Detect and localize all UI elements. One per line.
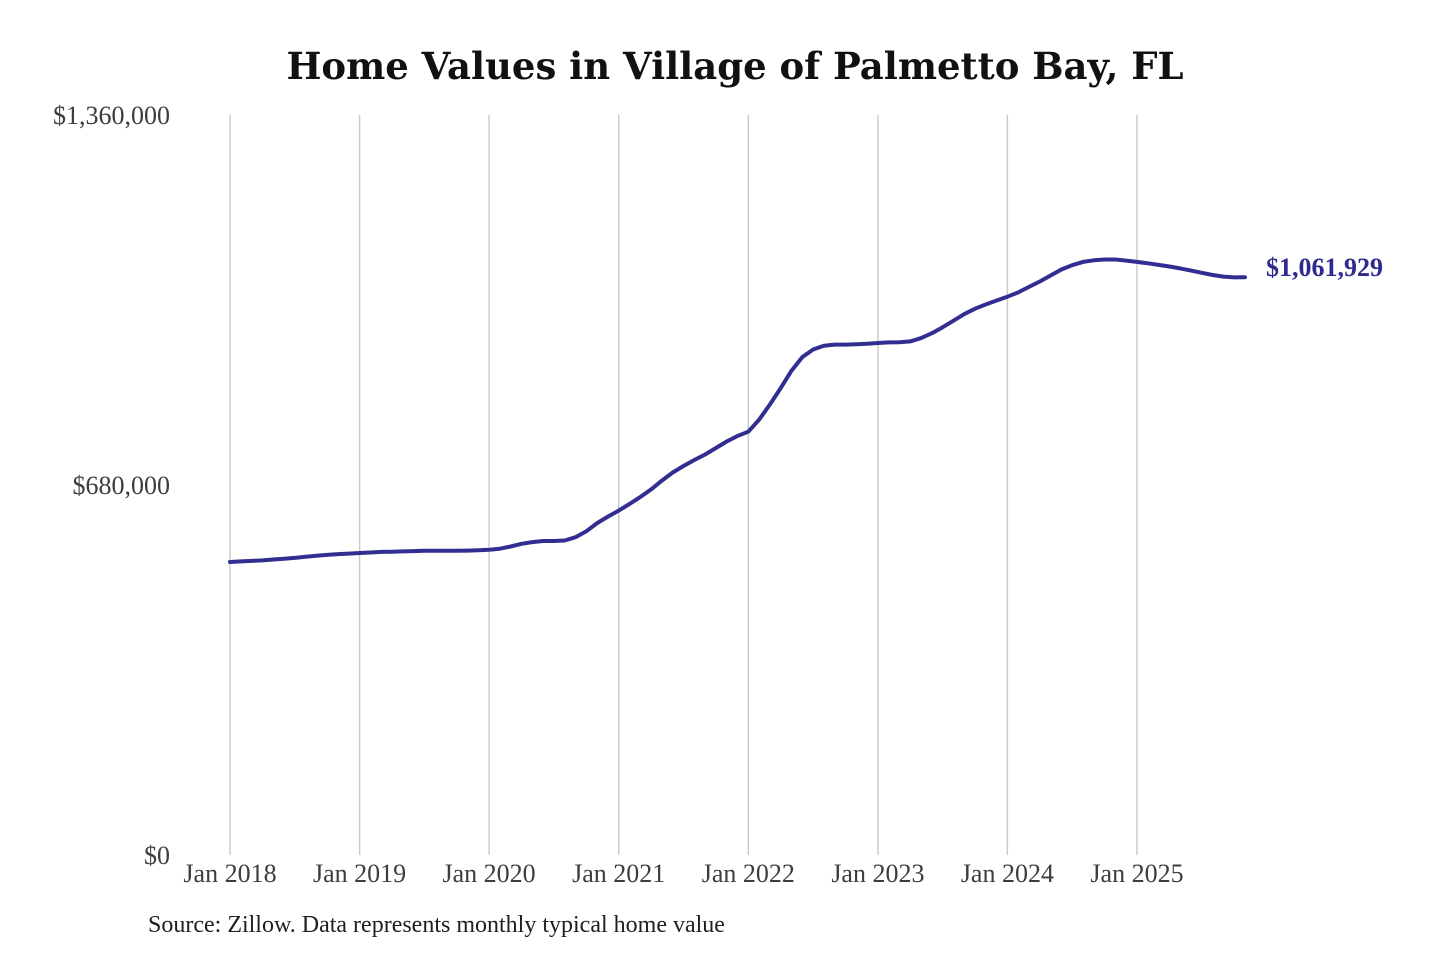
chart-title: Home Values in Village of Palmetto Bay, … [286, 44, 1184, 88]
x-axis-tick-label: Jan 2025 [1090, 859, 1183, 888]
x-axis-tick-label: Jan 2022 [702, 859, 795, 888]
y-axis-tick-label: $0 [144, 841, 170, 870]
source-note: Source: Zillow. Data represents monthly … [148, 912, 725, 938]
y-axis-tick-label: $680,000 [73, 471, 171, 500]
x-axis-tick-label: Jan 2024 [961, 859, 1054, 888]
x-axis-tick-label: Jan 2020 [443, 859, 536, 888]
y-axis-tick-label: $1,360,000 [53, 101, 170, 130]
latest-value-label: $1,061,929 [1266, 253, 1383, 282]
x-axis-tick-label: Jan 2018 [183, 859, 276, 888]
home-value-line [228, 257, 1247, 564]
x-axis-tick-label: Jan 2023 [831, 859, 924, 888]
x-axis-tick-label: Jan 2021 [572, 859, 665, 888]
x-axis-tick-label: Jan 2019 [313, 859, 406, 888]
